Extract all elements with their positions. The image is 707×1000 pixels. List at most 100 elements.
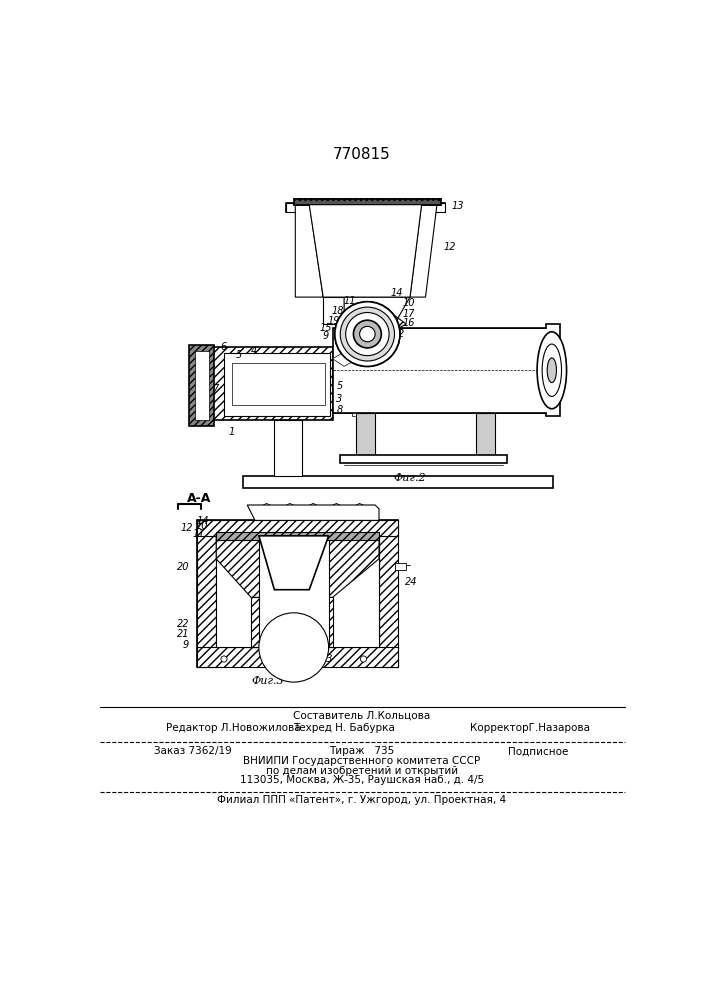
Polygon shape — [410, 203, 437, 297]
Text: 1: 1 — [228, 427, 235, 437]
Polygon shape — [421, 203, 445, 212]
Text: 9: 9 — [322, 331, 329, 341]
Text: Заказ 7362/19: Заказ 7362/19 — [154, 746, 232, 756]
Polygon shape — [189, 345, 214, 426]
Text: А-А: А-А — [187, 492, 211, 505]
Text: 10: 10 — [402, 298, 415, 308]
Text: 14: 14 — [197, 516, 209, 526]
Text: 5: 5 — [337, 381, 343, 391]
Text: 19: 19 — [328, 316, 340, 326]
Polygon shape — [197, 520, 398, 536]
Circle shape — [346, 312, 389, 356]
Text: 770815: 770815 — [333, 147, 391, 162]
Circle shape — [335, 302, 400, 366]
Polygon shape — [247, 505, 379, 520]
Polygon shape — [332, 324, 546, 328]
Polygon shape — [379, 520, 398, 667]
Polygon shape — [332, 413, 546, 416]
Text: 6: 6 — [220, 342, 226, 352]
Text: Тираж   735: Тираж 735 — [329, 746, 395, 756]
Circle shape — [354, 320, 381, 348]
Text: Фиг.3: Фиг.3 — [252, 676, 284, 686]
Text: 14: 14 — [391, 288, 403, 298]
Text: 9: 9 — [183, 640, 189, 650]
Text: Техред Н. Бабурка: Техред Н. Бабурка — [293, 723, 395, 733]
Polygon shape — [197, 520, 216, 667]
Text: 16: 16 — [402, 318, 415, 328]
Polygon shape — [197, 520, 398, 667]
Polygon shape — [332, 343, 371, 366]
Polygon shape — [197, 647, 398, 667]
Circle shape — [221, 656, 227, 662]
Text: Филиал ППП «Патент», г. Ужгород, ул. Проектная, 4: Филиал ППП «Патент», г. Ужгород, ул. Про… — [217, 795, 506, 805]
Text: 13: 13 — [451, 201, 464, 211]
Circle shape — [361, 656, 367, 662]
Text: 15: 15 — [320, 323, 332, 333]
Polygon shape — [251, 597, 332, 647]
Polygon shape — [274, 420, 301, 476]
Polygon shape — [421, 203, 445, 212]
Polygon shape — [286, 203, 309, 212]
Polygon shape — [286, 203, 445, 212]
Text: 21: 21 — [177, 629, 189, 639]
Text: 24: 24 — [404, 577, 417, 587]
Polygon shape — [309, 205, 421, 297]
Text: 22: 22 — [177, 619, 189, 629]
Polygon shape — [356, 413, 375, 455]
Text: 18: 18 — [296, 623, 308, 633]
Polygon shape — [332, 312, 406, 359]
Polygon shape — [344, 297, 410, 324]
Circle shape — [259, 613, 329, 682]
Circle shape — [335, 302, 400, 366]
Polygon shape — [476, 413, 495, 455]
Text: 11: 11 — [192, 529, 204, 539]
Text: Фиг.2: Фиг.2 — [394, 473, 426, 483]
Text: 23: 23 — [321, 654, 334, 664]
Polygon shape — [194, 351, 209, 420]
Text: ВНИИПИ Государственного комитета СССР: ВНИИПИ Государственного комитета СССР — [243, 756, 481, 766]
Circle shape — [340, 307, 395, 361]
Polygon shape — [296, 203, 323, 297]
Polygon shape — [259, 536, 329, 590]
Polygon shape — [224, 359, 329, 409]
Circle shape — [360, 326, 375, 342]
Polygon shape — [332, 324, 559, 416]
Polygon shape — [216, 536, 379, 647]
Text: Редактор Л.Новожилова: Редактор Л.Новожилова — [166, 723, 300, 733]
Text: 20: 20 — [177, 562, 189, 572]
Text: Составитель Л.Кольцова: Составитель Л.Кольцова — [293, 711, 431, 721]
Text: 12: 12 — [443, 242, 456, 252]
Polygon shape — [243, 476, 554, 488]
Text: 7: 7 — [212, 384, 218, 394]
Polygon shape — [340, 455, 507, 463]
Text: 17: 17 — [276, 654, 288, 664]
Polygon shape — [323, 297, 344, 324]
Text: 2: 2 — [398, 329, 404, 339]
Polygon shape — [216, 532, 379, 540]
Text: 113035, Москва, Ж-35, Раушская наб., д. 4/5: 113035, Москва, Ж-35, Раушская наб., д. … — [240, 775, 484, 785]
Ellipse shape — [537, 332, 566, 409]
Polygon shape — [216, 536, 293, 597]
Text: 11: 11 — [344, 296, 356, 306]
Text: по делам изобретений и открытий: по делам изобретений и открытий — [266, 766, 458, 776]
Polygon shape — [395, 563, 406, 570]
Polygon shape — [293, 536, 379, 597]
Text: 17: 17 — [402, 309, 415, 319]
Text: КорректорГ.Назарова: КорректорГ.Назарова — [470, 723, 590, 733]
Ellipse shape — [547, 358, 556, 383]
Text: 8: 8 — [337, 405, 343, 415]
Polygon shape — [224, 353, 330, 416]
Polygon shape — [293, 199, 441, 205]
Text: 18: 18 — [332, 306, 344, 316]
Text: 10: 10 — [196, 521, 209, 531]
Ellipse shape — [542, 344, 561, 396]
Polygon shape — [204, 347, 332, 420]
Polygon shape — [259, 536, 329, 647]
Text: 4: 4 — [251, 346, 257, 356]
Text: 5: 5 — [235, 350, 242, 360]
Text: 12: 12 — [180, 523, 193, 533]
Text: Подписное: Подписное — [508, 746, 568, 756]
Polygon shape — [232, 363, 325, 405]
Text: 3: 3 — [337, 394, 343, 404]
Polygon shape — [286, 203, 313, 212]
